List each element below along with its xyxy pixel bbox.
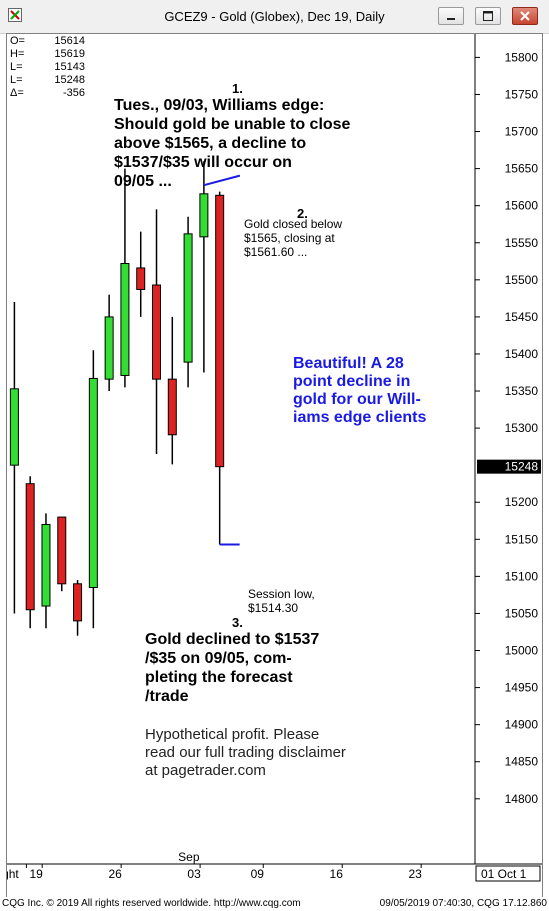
annotation-beautiful: Beautiful! A 28 point decline in gold fo…	[293, 355, 427, 426]
y-tick-label: 15500	[505, 273, 539, 287]
y-tick-label: 15000	[505, 644, 539, 658]
x-tick-label: 26	[108, 867, 122, 881]
annotation-disclaimer: Hypothetical profit. Please read our ful…	[145, 726, 346, 779]
y-tick-label: 14900	[505, 718, 539, 732]
minimize-button[interactable]	[438, 7, 464, 25]
annotation-line-close	[203, 174, 241, 187]
y-tick-label: 15650	[505, 162, 539, 176]
y-tick-label: 14800	[505, 792, 539, 806]
candle-body[interactable]	[215, 194, 225, 468]
ohlc-last: L= 15248	[10, 74, 85, 86]
y-tick-label: 15450	[505, 310, 539, 324]
ohlc-open: O= 15614	[10, 35, 85, 47]
candle-body[interactable]	[41, 523, 51, 607]
footer: CQG Inc. © 2019 All rights reserved worl…	[0, 897, 549, 911]
x-current-date-label: 01 Oct 1	[481, 867, 527, 881]
annotation-session-low: Session low, $1514.30	[248, 587, 315, 615]
annotation-number-1: 1.	[232, 81, 243, 96]
ohlc-change: Δ= -356	[10, 87, 85, 99]
x-tick-label: 23	[408, 867, 422, 881]
y-tick-label: 15400	[505, 347, 539, 361]
x-tick-label: 09	[251, 867, 265, 881]
y-tick-label: 15150	[505, 532, 539, 546]
candle-body[interactable]	[25, 483, 35, 611]
ohlc-low: L= 15143	[10, 61, 85, 73]
window-title: GCEZ9 - Gold (Globex), Dec 19, Daily	[164, 9, 385, 24]
close-icon	[520, 11, 530, 21]
y-tick-label: 14850	[505, 755, 539, 769]
y-tick-label: 15350	[505, 384, 539, 398]
x-month-label: Sep	[178, 850, 200, 864]
y-tick-label: 14950	[505, 681, 539, 695]
y-tick-label: 15050	[505, 606, 539, 620]
last-price-box	[477, 459, 541, 474]
x-tick-label: ght	[7, 867, 19, 881]
ohlc-high: H= 15619	[10, 48, 85, 60]
y-tick-label: 15200	[505, 495, 539, 509]
y-tick-label: 15800	[505, 50, 539, 64]
candle-body[interactable]	[104, 316, 114, 380]
candle-body[interactable]	[136, 267, 146, 290]
y-tick-label: 15550	[505, 236, 539, 250]
minimize-icon	[447, 18, 455, 20]
candle-body[interactable]	[73, 583, 83, 622]
y-tick-label: 15100	[505, 569, 539, 583]
app-icon	[8, 8, 22, 22]
candle-body[interactable]	[167, 378, 177, 436]
close-button[interactable]	[512, 7, 538, 25]
maximize-button[interactable]	[475, 7, 501, 25]
window-titlebar: GCEZ9 - Gold (Globex), Dec 19, Daily	[0, 0, 549, 34]
candle-body[interactable]	[183, 233, 193, 363]
footer-copyright: CQG Inc. © 2019 All rights reserved worl…	[2, 898, 301, 909]
y-tick-label: 15700	[505, 125, 539, 139]
x-tick-label: 19	[30, 867, 44, 881]
annotation-williams-edge: Tues., 09/03, Williams edge: Should gold…	[114, 97, 351, 190]
last-price-label: 15248	[505, 460, 539, 474]
candle-body[interactable]	[120, 263, 130, 376]
y-tick-label: 15300	[505, 421, 539, 435]
candle-body[interactable]	[152, 284, 162, 380]
annotation-number-3: 3.	[232, 615, 243, 630]
annotation-number-2: 2.	[297, 206, 308, 221]
price-chart[interactable]: 1590915850158001575015700156501560015550…	[7, 34, 542, 896]
candle-body[interactable]	[88, 377, 98, 589]
x-tick-label: 16	[330, 867, 344, 881]
y-tick-label: 15750	[505, 87, 539, 101]
annotation-gold-declined: Gold declined to $1537 /$35 on 09/05, co…	[145, 631, 320, 705]
maximize-icon	[483, 11, 493, 21]
y-tick-label: 15600	[505, 199, 539, 213]
ohlc-readout: O= 15614 H= 15619 L= 15143 L= 15248 Δ= -356	[10, 35, 85, 100]
x-current-date-box	[475, 865, 541, 882]
candle-body[interactable]	[57, 516, 67, 585]
annotation-gold-closed: Gold closed below $1565, closing at $156…	[244, 217, 343, 259]
footer-timestamp: 09/05/2019 07:40:30, CQG 17.12.860	[379, 898, 547, 909]
x-tick-label: 03	[187, 867, 201, 881]
candle-body[interactable]	[9, 388, 19, 466]
candle-body[interactable]	[199, 193, 209, 238]
